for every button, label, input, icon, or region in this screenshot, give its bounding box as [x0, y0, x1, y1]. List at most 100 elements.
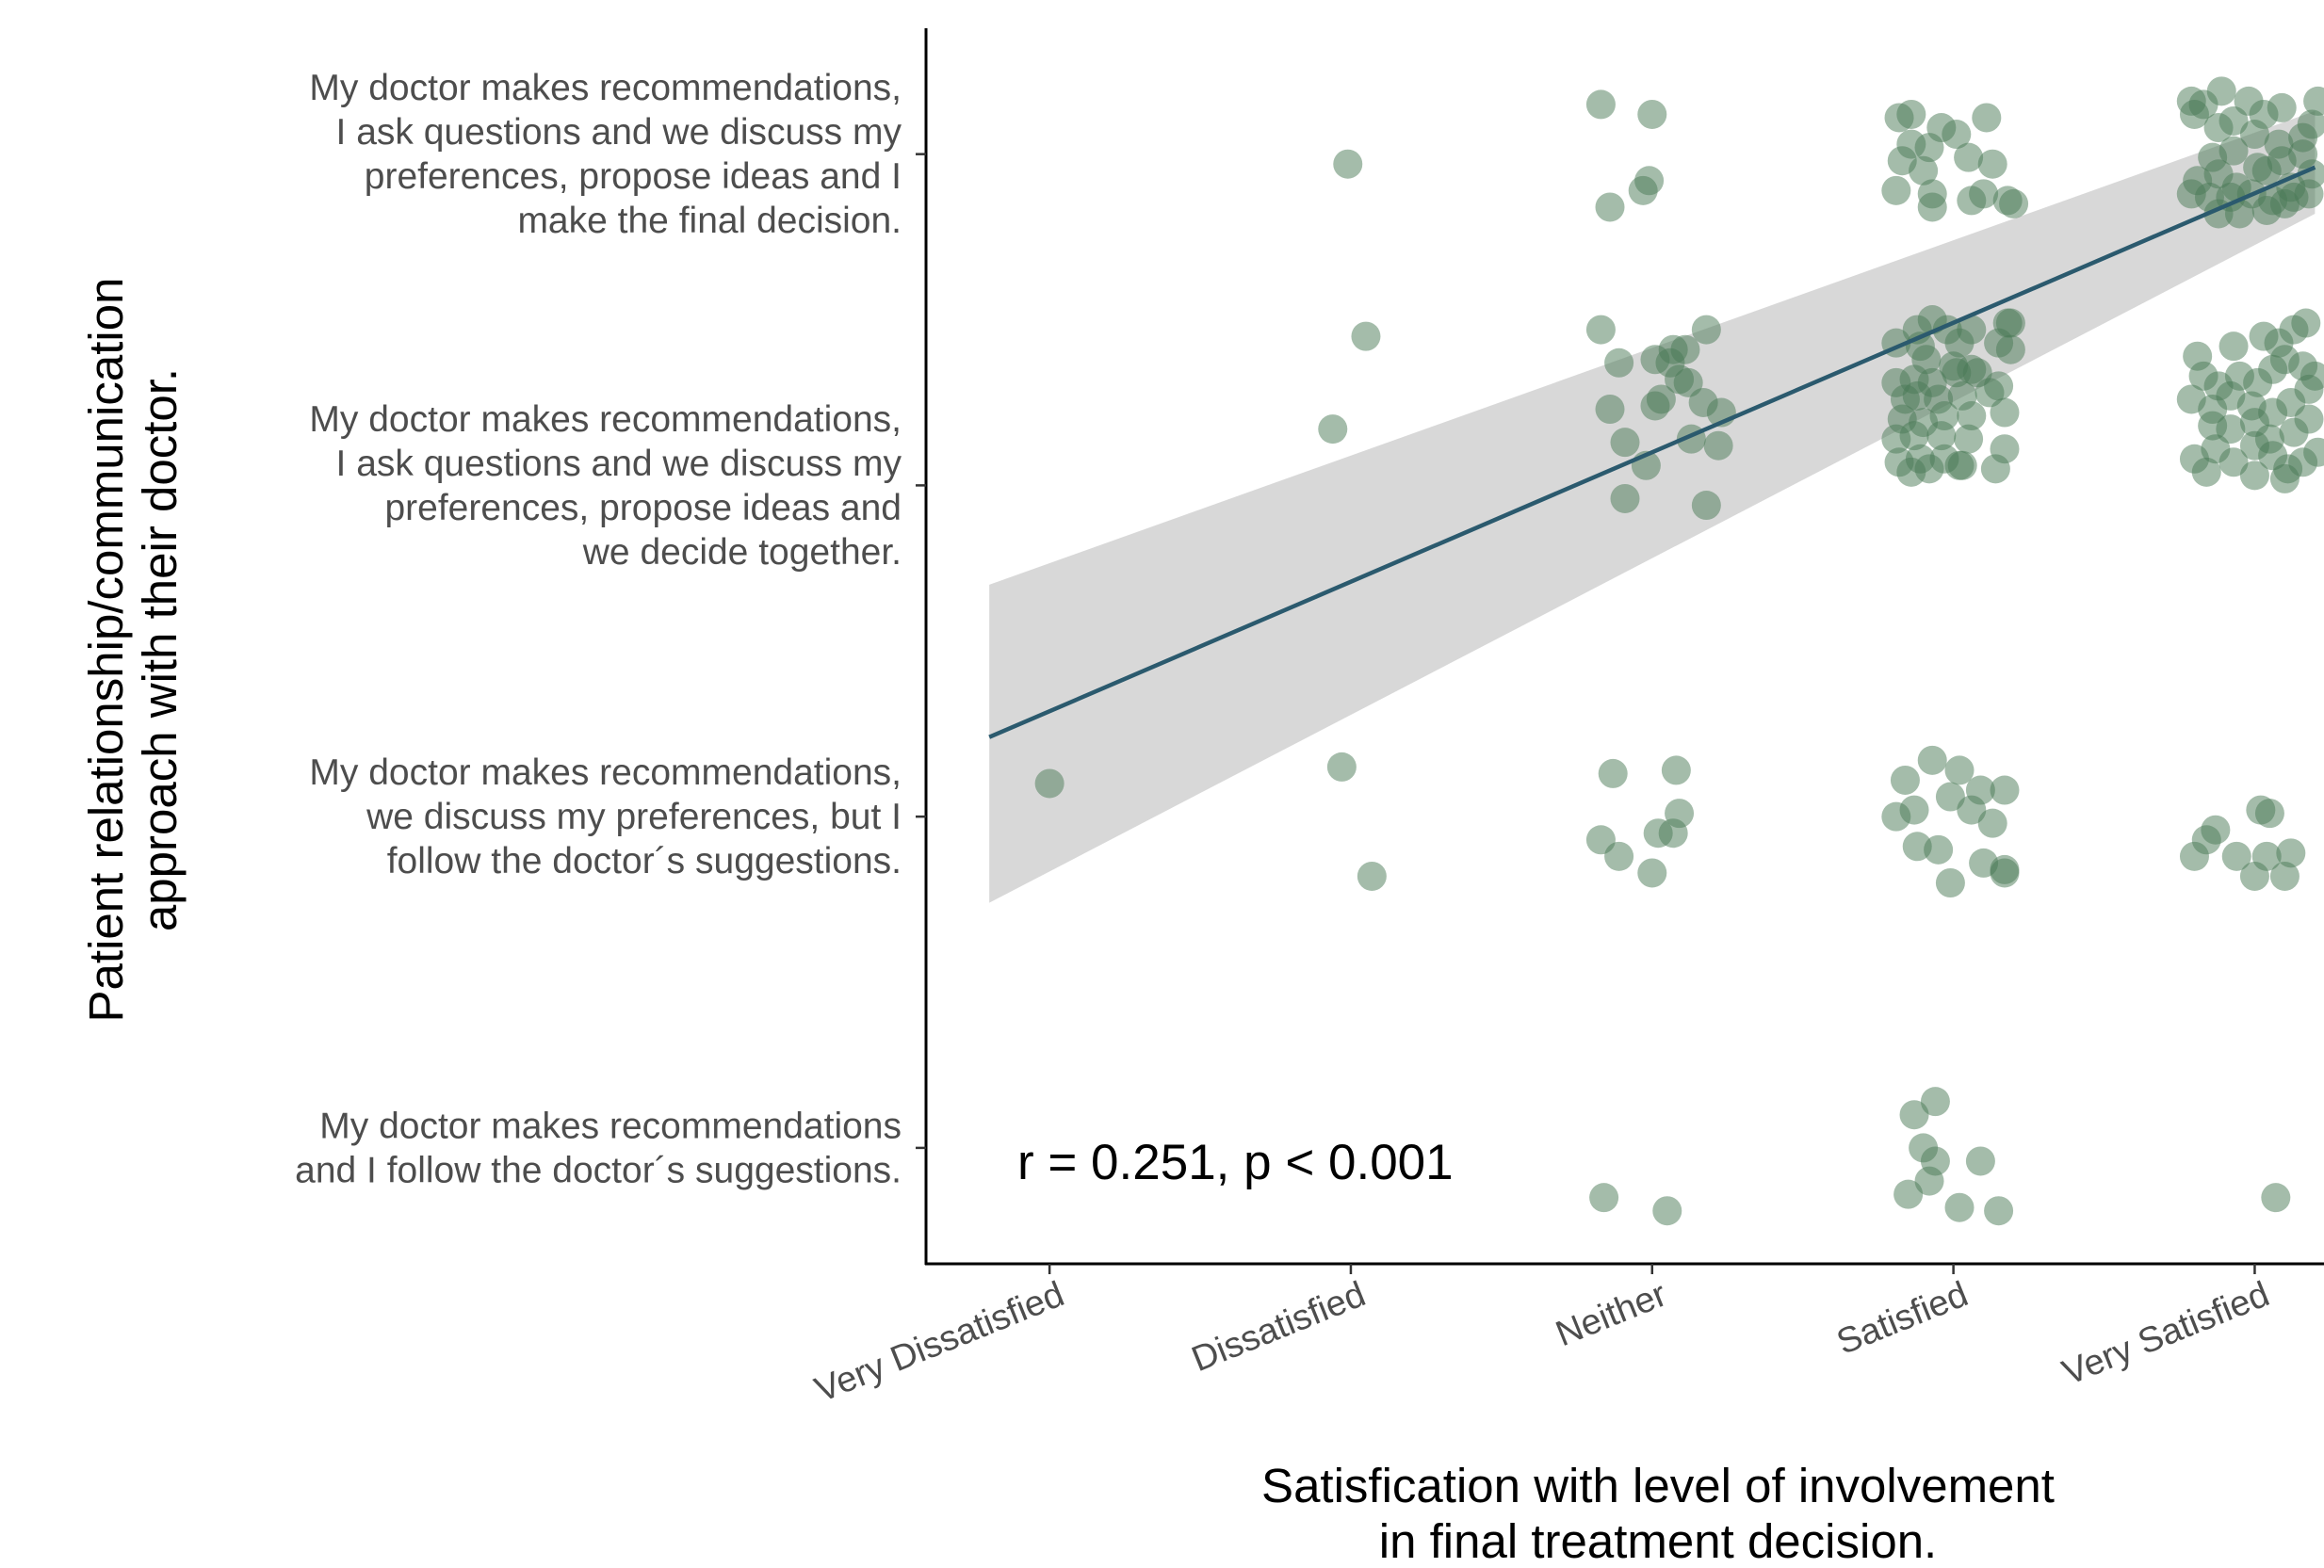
data-point	[1658, 334, 1688, 364]
data-point	[1980, 454, 2010, 484]
y-tick-label: My doctor makes recommendations, I ask qu…	[309, 399, 902, 573]
data-point	[1957, 186, 1987, 216]
data-point	[1691, 315, 1721, 345]
data-point	[1990, 858, 2020, 888]
data-point	[1917, 192, 1947, 222]
data-point	[1926, 421, 1957, 451]
data-point	[1899, 795, 1929, 825]
data-point	[1595, 192, 1625, 222]
data-point	[1957, 795, 1987, 825]
data-point	[1899, 421, 1929, 451]
data-point	[1640, 391, 1670, 421]
data-point	[1995, 334, 2025, 364]
data-point	[1610, 483, 1640, 513]
data-point	[1944, 755, 1975, 785]
data-point	[1944, 1192, 1975, 1222]
data-point	[1589, 1183, 1619, 1213]
data-point	[1661, 755, 1691, 785]
data-point	[1610, 428, 1640, 458]
data-point	[1942, 358, 1972, 388]
data-point	[1351, 321, 1381, 351]
data-point	[1896, 99, 1926, 129]
confidence-ribbon	[989, 110, 2316, 903]
data-point	[1604, 841, 1634, 871]
data-point	[2294, 179, 2324, 209]
data-point	[2216, 414, 2246, 445]
x-tick-label: Very Dissatisfied	[809, 1274, 1069, 1410]
y-tick-label: My doctor makes recommendations and I fol…	[295, 1106, 902, 1190]
data-point	[1920, 1087, 1950, 1117]
data-point	[1643, 818, 1673, 849]
data-point	[1972, 103, 2002, 133]
data-point	[1890, 765, 1920, 795]
data-point	[2254, 799, 2284, 829]
data-point	[2261, 1183, 2291, 1213]
data-point	[1914, 133, 1944, 163]
data-point	[1944, 450, 1975, 480]
data-point	[2294, 374, 2324, 404]
data-point	[1326, 752, 1357, 782]
data-point	[1637, 858, 1667, 888]
data-point	[1637, 99, 1667, 129]
data-point	[2303, 86, 2324, 116]
data-point	[1935, 867, 1965, 897]
data-point	[2218, 136, 2249, 166]
data-point	[2269, 463, 2300, 493]
data-point	[2276, 838, 2306, 868]
data-point	[2297, 109, 2324, 139]
data-point	[1318, 414, 1348, 445]
data-point	[1595, 395, 1625, 425]
x-tick-label: Satisfied	[1831, 1274, 1974, 1363]
data-point	[1990, 397, 2020, 428]
data-point	[1990, 775, 2020, 805]
data-point	[1665, 364, 1695, 395]
correlation-annotation: r = 0.251, p < 0.001	[1017, 1135, 1454, 1190]
data-point	[1665, 799, 1695, 829]
data-point	[1942, 120, 1972, 150]
data-point	[2269, 861, 2300, 891]
y-tick-label: My doctor makes recommendations, we discu…	[309, 752, 902, 881]
data-point	[2221, 841, 2251, 871]
data-point	[1917, 745, 1947, 775]
data-point	[1977, 149, 2007, 179]
x-tick-label: Very Satisfied	[2057, 1274, 2275, 1393]
data-point	[2303, 437, 2324, 467]
data-point	[1944, 328, 1975, 358]
data-point	[1893, 1179, 1924, 1209]
data-point	[1977, 808, 2007, 838]
data-point	[1954, 424, 1984, 454]
data-point	[2251, 155, 2282, 186]
x-tick-label: Dissatisfied	[1186, 1274, 1371, 1380]
data-point	[1954, 142, 1984, 172]
data-point	[2179, 99, 2209, 129]
data-point	[1965, 1146, 1995, 1176]
x-axis-title: Satisfication with level of involvement i…	[1261, 1459, 2055, 1568]
data-point	[1333, 149, 1363, 179]
y-tick-label: My doctor makes recommendations, I ask qu…	[309, 68, 902, 241]
data-point	[1691, 491, 1721, 521]
data-point	[2269, 188, 2300, 218]
data-point	[1604, 348, 1634, 378]
data-point	[1957, 401, 1987, 431]
data-point	[2206, 76, 2236, 106]
x-tick-label: Neither	[1551, 1274, 1673, 1354]
data-point	[1914, 1166, 1944, 1196]
data-point	[2191, 457, 2221, 487]
data-point	[1034, 768, 1064, 799]
data-point	[2239, 120, 2269, 150]
data-point	[1924, 834, 1954, 865]
data-point	[1984, 1196, 2014, 1226]
data-point	[1984, 371, 2014, 401]
data-point	[1357, 861, 1387, 891]
data-point	[1688, 387, 1718, 417]
data-point	[2218, 105, 2249, 136]
data-point	[1914, 454, 1944, 484]
data-point	[1585, 89, 1616, 120]
data-point	[2201, 815, 2231, 845]
data-point	[1703, 430, 1733, 461]
data-point	[2294, 404, 2324, 434]
data-point	[1999, 188, 2029, 218]
y-axis-title: Patient relationship/communicationapproa…	[79, 278, 187, 1023]
data-point	[1585, 315, 1616, 345]
